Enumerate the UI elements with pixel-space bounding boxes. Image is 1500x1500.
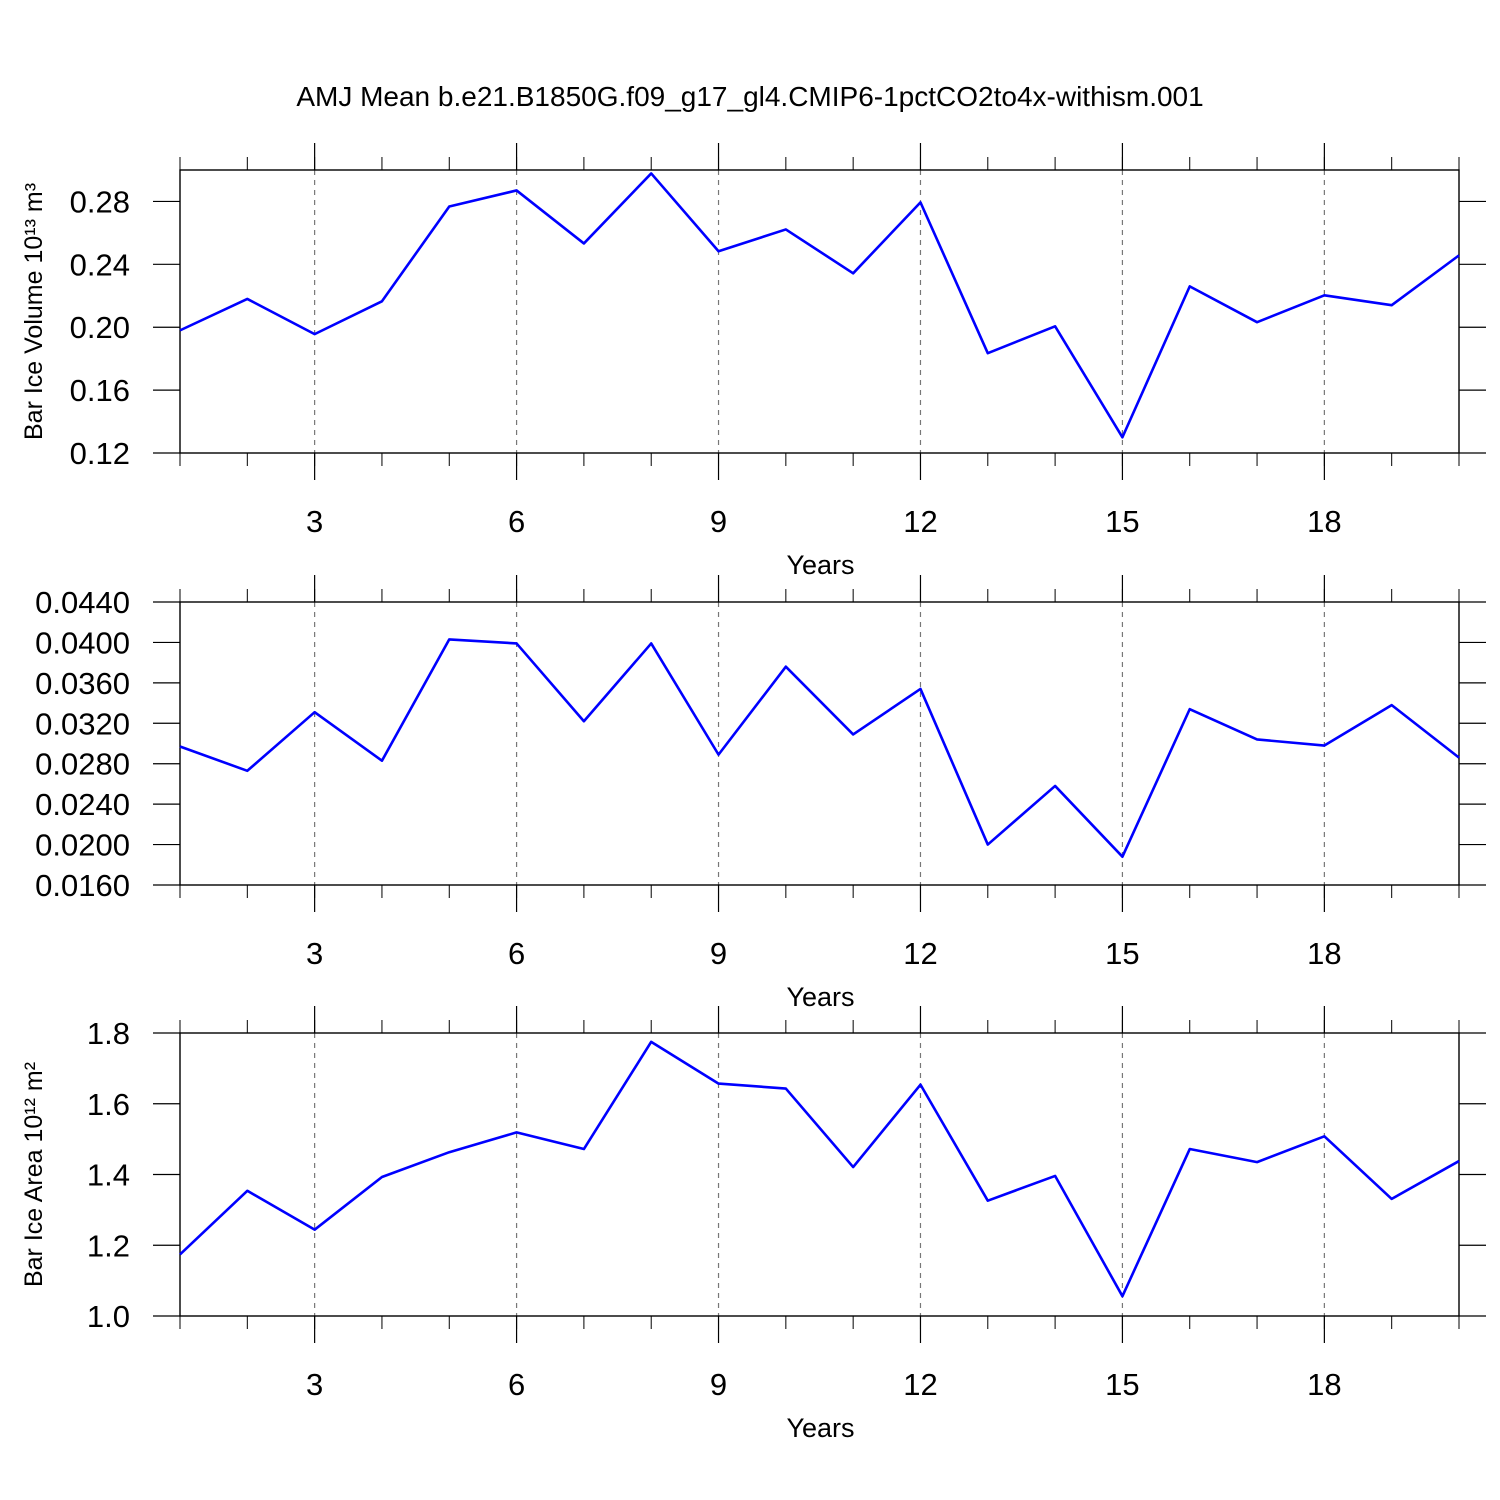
x-axis-label: Years bbox=[786, 982, 854, 1012]
x-tick-label: 3 bbox=[306, 936, 323, 971]
x-tick-label: 6 bbox=[508, 936, 525, 971]
x-tick-label: 12 bbox=[903, 504, 937, 539]
y-tick-label: 0.0200 bbox=[35, 828, 130, 863]
y-tick-label: 0.0160 bbox=[35, 868, 130, 903]
x-tick-label: 9 bbox=[710, 936, 727, 971]
x-tick-label: 15 bbox=[1105, 504, 1139, 539]
plot-frame bbox=[179, 1032, 1460, 1317]
plot-frame bbox=[179, 601, 1460, 886]
x-tick-label: 6 bbox=[508, 504, 525, 539]
y-tick-label: 0.20 bbox=[70, 310, 130, 345]
x-tick-label: 12 bbox=[903, 936, 937, 971]
y-tick-label: 0.16 bbox=[70, 373, 130, 408]
x-tick-label: 6 bbox=[508, 1367, 525, 1402]
data-line bbox=[179, 1040, 1460, 1298]
y-tick-label: 0.0240 bbox=[35, 787, 130, 822]
x-tick-label: 12 bbox=[903, 1367, 937, 1402]
y-tick-label: 0.12 bbox=[70, 436, 130, 471]
x-tick-label: 9 bbox=[710, 504, 727, 539]
figure-title: AMJ Mean b.e21.B1850G.f09_g17_gl4.CMIP6-… bbox=[296, 81, 1203, 112]
x-tick-label: 3 bbox=[306, 1367, 323, 1402]
x-tick-label: 3 bbox=[306, 504, 323, 539]
y-tick-label: 1.6 bbox=[87, 1087, 130, 1122]
y-tick-label: 0.0400 bbox=[35, 625, 130, 660]
x-tick-label: 18 bbox=[1307, 1367, 1341, 1402]
y-axis-label: Bar Ice Volume 10¹³ m³ bbox=[20, 183, 48, 440]
y-tick-label: 1.8 bbox=[87, 1016, 130, 1051]
x-axis-label: Years bbox=[786, 550, 854, 580]
x-tick-label: 9 bbox=[710, 1367, 727, 1402]
panel: 3 6 9 12 15 18 0.12 0.16 0.20 0.24 0.28 Years Bar Ic… bbox=[20, 143, 1486, 580]
y-tick-label: 0.0440 bbox=[35, 585, 130, 620]
y-tick-label: 1.4 bbox=[87, 1158, 130, 1193]
x-tick-label: 15 bbox=[1105, 936, 1139, 971]
plot-frame bbox=[179, 169, 1460, 454]
y-tick-label: 1.0 bbox=[87, 1299, 130, 1334]
y-tick-label: 0.0280 bbox=[35, 747, 130, 782]
data-line bbox=[179, 172, 1460, 439]
data-line bbox=[179, 638, 1460, 858]
y-tick-label: 0.0320 bbox=[35, 706, 130, 741]
y-tick-label: 1.2 bbox=[87, 1228, 130, 1263]
panel: 3 6 9 12 15 18 1.0 1.2 1.4 1.6 1.8 Years Bar Ice Are… bbox=[20, 1006, 1486, 1443]
x-tick-label: 15 bbox=[1105, 1367, 1139, 1402]
x-tick-label: 18 bbox=[1307, 504, 1341, 539]
x-tick-label: 18 bbox=[1307, 936, 1341, 971]
y-tick-label: 0.28 bbox=[70, 184, 130, 219]
y-tick-label: 0.0360 bbox=[35, 666, 130, 701]
x-axis-label: Years bbox=[786, 1413, 854, 1443]
y-axis-label: Bar Ice Area 10¹² m² bbox=[20, 1062, 48, 1287]
y-tick-label: 0.24 bbox=[70, 247, 130, 282]
panel: 3 6 9 12 15 18 0.0160 0.0200 0.0240 0.0280 0.0320 0… bbox=[35, 575, 1486, 1012]
